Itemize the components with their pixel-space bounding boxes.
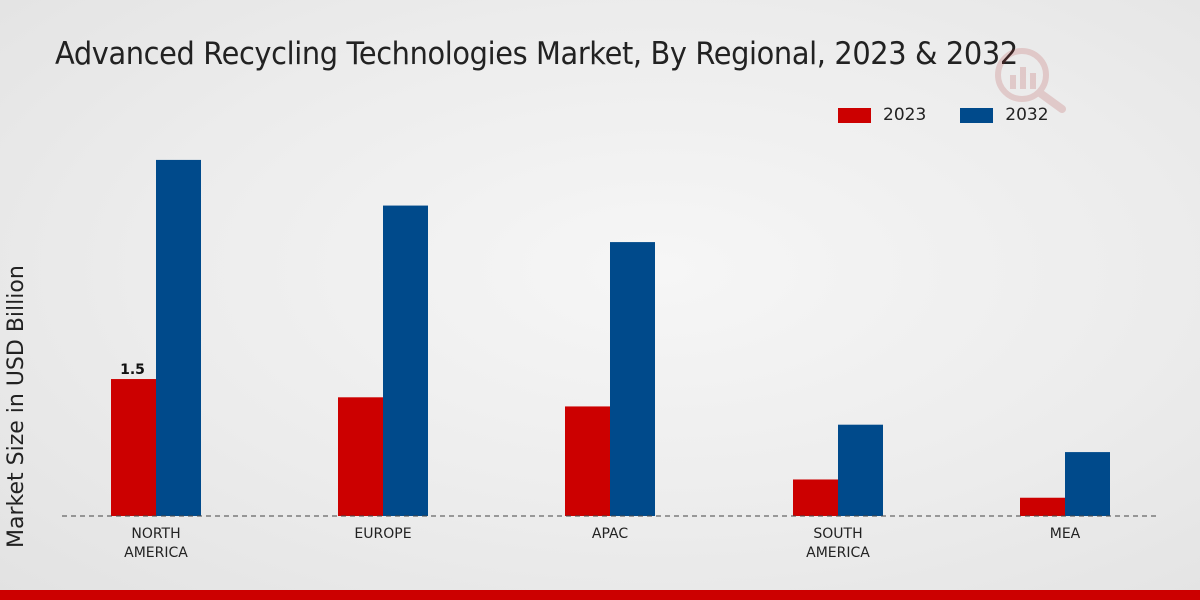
bar-2023-mea[interactable] bbox=[1020, 497, 1065, 516]
x-tick-label-mea: MEA bbox=[1050, 526, 1081, 542]
x-tick-label-europe: EUROPE bbox=[354, 526, 411, 542]
legend-swatch-2023 bbox=[838, 107, 871, 123]
legend-item-2023[interactable]: 2023 bbox=[838, 105, 926, 125]
bar-2023-south-america[interactable] bbox=[793, 479, 838, 516]
legend-item-2032[interactable]: 2032 bbox=[960, 105, 1049, 125]
bar-2032-south-america[interactable] bbox=[838, 424, 883, 516]
data-label-2023-0: 1.5 bbox=[120, 362, 145, 378]
chart-title: Advanced Recycling Technologies Market, … bbox=[55, 36, 1018, 72]
bar-2032-mea[interactable] bbox=[1065, 452, 1110, 516]
legend-swatch-2032 bbox=[960, 107, 994, 123]
bar-2032-europe[interactable] bbox=[383, 205, 428, 516]
x-tick-label-north-america: NORTH AMERICA bbox=[124, 526, 188, 561]
legend-label-2023: 2023 bbox=[883, 105, 927, 125]
x-tick-label-apac: APAC bbox=[592, 526, 628, 542]
bar-2023-europe[interactable] bbox=[338, 397, 383, 516]
bar-2032-apac[interactable] bbox=[610, 242, 655, 516]
bar-2032-north-america[interactable] bbox=[156, 159, 201, 517]
watermark-logo-icon bbox=[995, 48, 1066, 113]
x-tick-label-south-america: SOUTH AMERICA bbox=[806, 526, 870, 561]
bar-2023-north-america[interactable] bbox=[111, 379, 156, 516]
chart-legend: 2023 2032 bbox=[838, 105, 1083, 125]
legend-label-2032: 2032 bbox=[1005, 105, 1049, 125]
bar-2023-apac[interactable] bbox=[565, 406, 610, 516]
bottom-accent-bar bbox=[0, 590, 1200, 600]
